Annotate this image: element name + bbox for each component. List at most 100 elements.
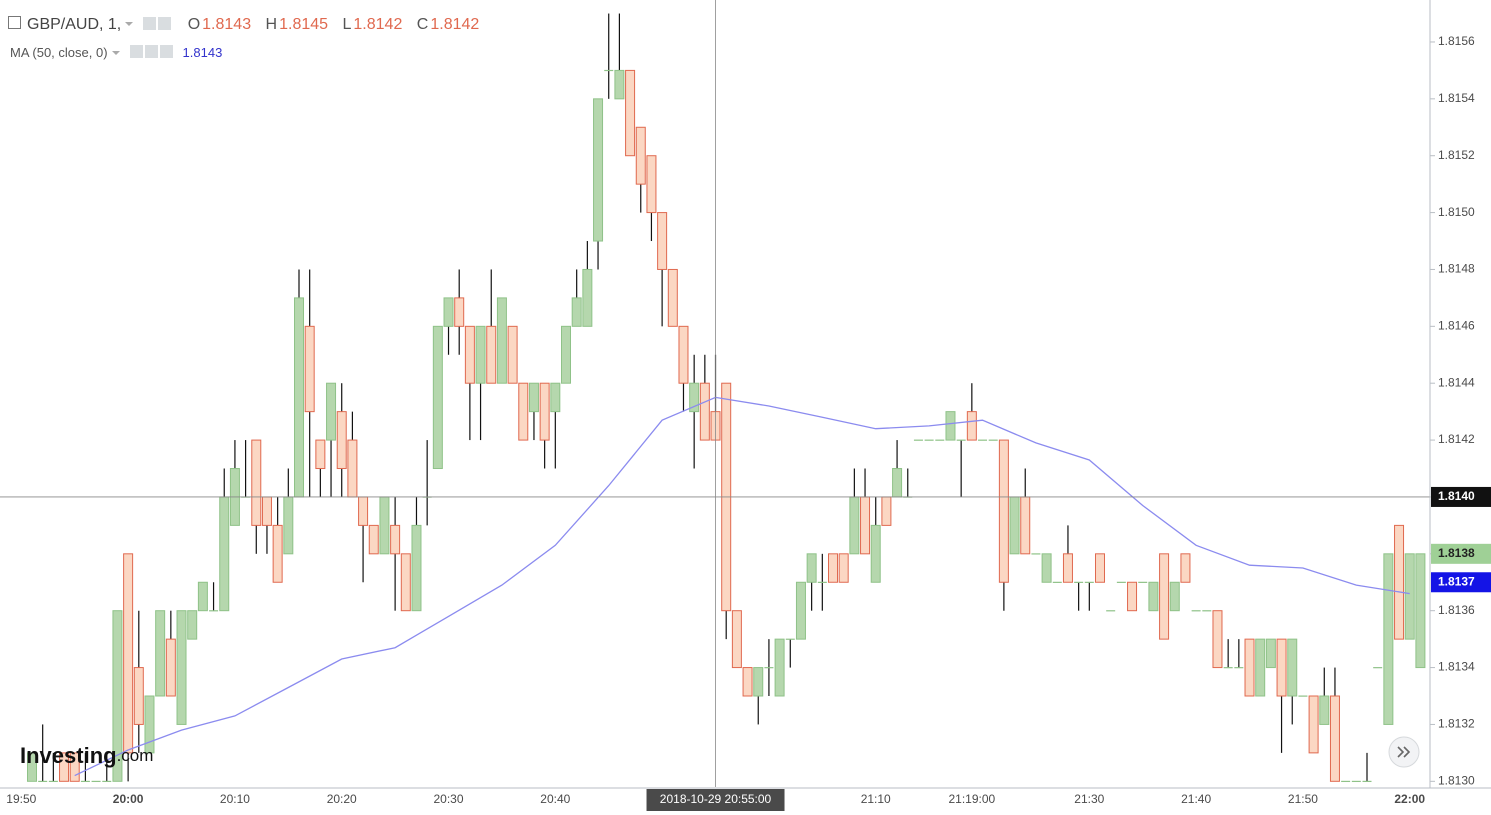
candle-up — [155, 610, 166, 697]
candle-flat — [978, 439, 988, 441]
indicator-remove[interactable] — [159, 45, 173, 58]
candle-down — [1127, 581, 1138, 612]
candle-up — [1404, 553, 1415, 640]
candle-flat — [913, 439, 923, 441]
candle-down — [678, 325, 689, 384]
indicator-header: MA (50, close, 0) 1.8143 — [10, 45, 222, 60]
candle-up — [528, 382, 539, 413]
logo-suffix: .com — [117, 746, 154, 765]
y-tick-label: 1.8134 — [1438, 660, 1475, 674]
candle-up — [411, 524, 422, 612]
high-label: H — [265, 16, 278, 33]
candle-down — [464, 325, 475, 384]
candle-up — [176, 610, 187, 725]
candle-flat — [1351, 780, 1361, 783]
indicator-name: MA (50, close, 0) — [10, 45, 108, 60]
y-tick-label: 1.8150 — [1438, 205, 1475, 219]
candle-down — [1020, 496, 1031, 555]
candle-flat — [988, 439, 998, 441]
candle-flat — [817, 581, 827, 583]
low-label: L — [342, 16, 352, 33]
candle-up — [795, 581, 806, 640]
logo-main: Investing — [20, 743, 117, 768]
candle-up — [112, 610, 123, 782]
candle-up — [849, 496, 860, 555]
candle-down — [486, 325, 497, 384]
settings-icon[interactable] — [158, 17, 172, 30]
candle-flat — [91, 780, 101, 783]
candle-up — [496, 297, 507, 384]
candle-up — [870, 524, 881, 583]
candle-flat — [1234, 667, 1244, 669]
indicator-eye[interactable] — [129, 45, 143, 58]
candle-flat — [1138, 581, 1148, 583]
candle-down — [336, 411, 347, 470]
candle-flat — [1362, 780, 1372, 783]
eye-icon[interactable] — [143, 17, 157, 30]
candle-flat — [1202, 610, 1212, 612]
candle-down — [507, 325, 518, 384]
candle-down — [69, 752, 80, 782]
axes: 1.8130 1.8132 1.8134 1.8136 1.8138 1.8140 1.81… — [6, 34, 1491, 811]
x-tick-label: 21:10 — [861, 792, 891, 806]
candle-up — [774, 638, 785, 697]
candle-up — [1383, 553, 1394, 725]
candle-down — [966, 411, 977, 441]
collapse-icon[interactable] — [8, 16, 21, 29]
y-tick-label: 1.8152 — [1438, 148, 1475, 162]
candle-flat — [935, 439, 945, 441]
candle-down — [667, 268, 678, 327]
legend-header: GBP/AUD, 1, O 1.8143 H 1.8145 L 1.8142 C 1.8… — [8, 16, 489, 34]
candle-down — [635, 126, 646, 185]
dropdown[interactable] — [125, 21, 134, 26]
indicator-settings[interactable] — [144, 45, 158, 58]
candle-down — [731, 610, 742, 669]
y-tick-label: 1.8136 — [1438, 603, 1475, 617]
candle-up — [1319, 695, 1330, 725]
candle-down — [390, 524, 401, 555]
candle-flat — [956, 439, 966, 441]
y-tick-label: 1.8146 — [1438, 319, 1475, 333]
candle-down — [838, 553, 849, 583]
candle-down — [1212, 610, 1223, 669]
candle-flat — [102, 780, 112, 783]
x-tick-label: 21:50 — [1288, 792, 1318, 806]
candle-up — [753, 667, 764, 697]
candle-up — [561, 325, 571, 384]
moving-average — [74, 396, 1410, 777]
candle-up — [432, 325, 443, 470]
x-tick-label: 21:40 — [1181, 792, 1211, 806]
symbol: GBP/AUD, 1, — [27, 16, 122, 33]
candle-up — [443, 297, 454, 327]
candle-up — [1255, 638, 1266, 697]
candle-flat — [1106, 610, 1116, 612]
candle-down — [881, 496, 892, 526]
candle-flat — [38, 780, 48, 783]
crosshair-x-label: 2018-10-29 20:55:00 — [660, 792, 772, 806]
candle-down — [518, 382, 529, 441]
candle-down — [454, 297, 465, 327]
candle-down — [539, 382, 550, 441]
scroll-button-icon[interactable] — [1397, 746, 1411, 758]
candle-up — [593, 98, 604, 242]
candle-up — [187, 610, 198, 640]
candle-up — [379, 496, 390, 555]
y-tick-label: 1.8132 — [1438, 717, 1475, 731]
candle-up — [1265, 638, 1276, 669]
indicator-value: 1.8143 — [182, 45, 223, 60]
scroll-button[interactable] — [1388, 736, 1420, 768]
x-tick-label: 20:00 — [113, 792, 144, 806]
price-tag — [1431, 572, 1491, 593]
open-value: 1.8143 — [202, 16, 252, 33]
indicator-dropdown[interactable] — [111, 50, 120, 55]
candle-flat — [924, 439, 934, 441]
candle-down — [261, 496, 272, 526]
candle-up — [144, 695, 155, 754]
candle-flat — [604, 69, 614, 72]
candle-down — [165, 638, 176, 697]
candle-up — [197, 581, 208, 612]
candle-up — [1415, 553, 1426, 669]
x-tick-label: 21:30 — [1074, 792, 1104, 806]
candle-down — [400, 553, 411, 612]
price-tag-label: 1.8137 — [1438, 574, 1475, 588]
